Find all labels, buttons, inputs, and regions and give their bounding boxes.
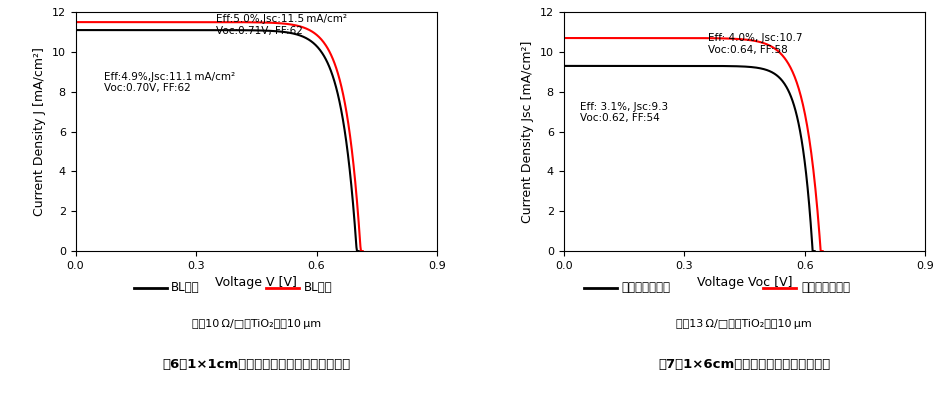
Text: 囶6　1×1cmオープンセルでの性能評価結果: 囶6 1×1cmオープンセルでの性能評価結果 (162, 358, 350, 371)
Text: Eff:5.0%,Jsc:11.5 mA/cm²
Voc:0.71V, FF:62: Eff:5.0%,Jsc:11.5 mA/cm² Voc:0.71V, FF:6… (216, 14, 347, 36)
X-axis label: Voltage Voc [V]: Voltage Voc [V] (697, 276, 792, 290)
Text: Eff: 4.0%, Jsc:10.7
Voc:0.64, FF:58: Eff: 4.0%, Jsc:10.7 Voc:0.64, FF:58 (708, 33, 802, 55)
Text: BLなし: BLなし (171, 281, 200, 294)
Text: Eff:4.9%,Jsc:11.1 mA/cm²
Voc:0.70V, FF:62: Eff:4.9%,Jsc:11.1 mA/cm² Voc:0.70V, FF:6… (104, 72, 235, 94)
Text: 電解質厚み従来: 電解質厚み従来 (622, 281, 670, 294)
Y-axis label: Current Density Jsc [mA/cm²]: Current Density Jsc [mA/cm²] (521, 40, 534, 223)
Y-axis label: Current Density J [mA/cm²]: Current Density J [mA/cm²] (33, 47, 46, 216)
Text: 対杖13 Ω/□　　TiO₂膜厔10 μm: 対杖13 Ω/□ TiO₂膜厔10 μm (677, 319, 812, 329)
Text: Eff: 3.1%, Jsc:9.3
Voc:0.62, FF:54: Eff: 3.1%, Jsc:9.3 Voc:0.62, FF:54 (580, 102, 667, 124)
Text: BLあり: BLあり (303, 281, 332, 294)
X-axis label: Voltage V [V]: Voltage V [V] (215, 276, 297, 290)
Text: 電解質厚み低減: 電解質厚み低減 (801, 281, 850, 294)
Text: 囶7　1×6cm封止セルでの性能評価結果: 囶7 1×6cm封止セルでの性能評価結果 (658, 358, 831, 371)
Text: 対杖10 Ω/□　TiO₂膜厔10 μm: 対杖10 Ω/□ TiO₂膜厔10 μm (192, 319, 321, 329)
